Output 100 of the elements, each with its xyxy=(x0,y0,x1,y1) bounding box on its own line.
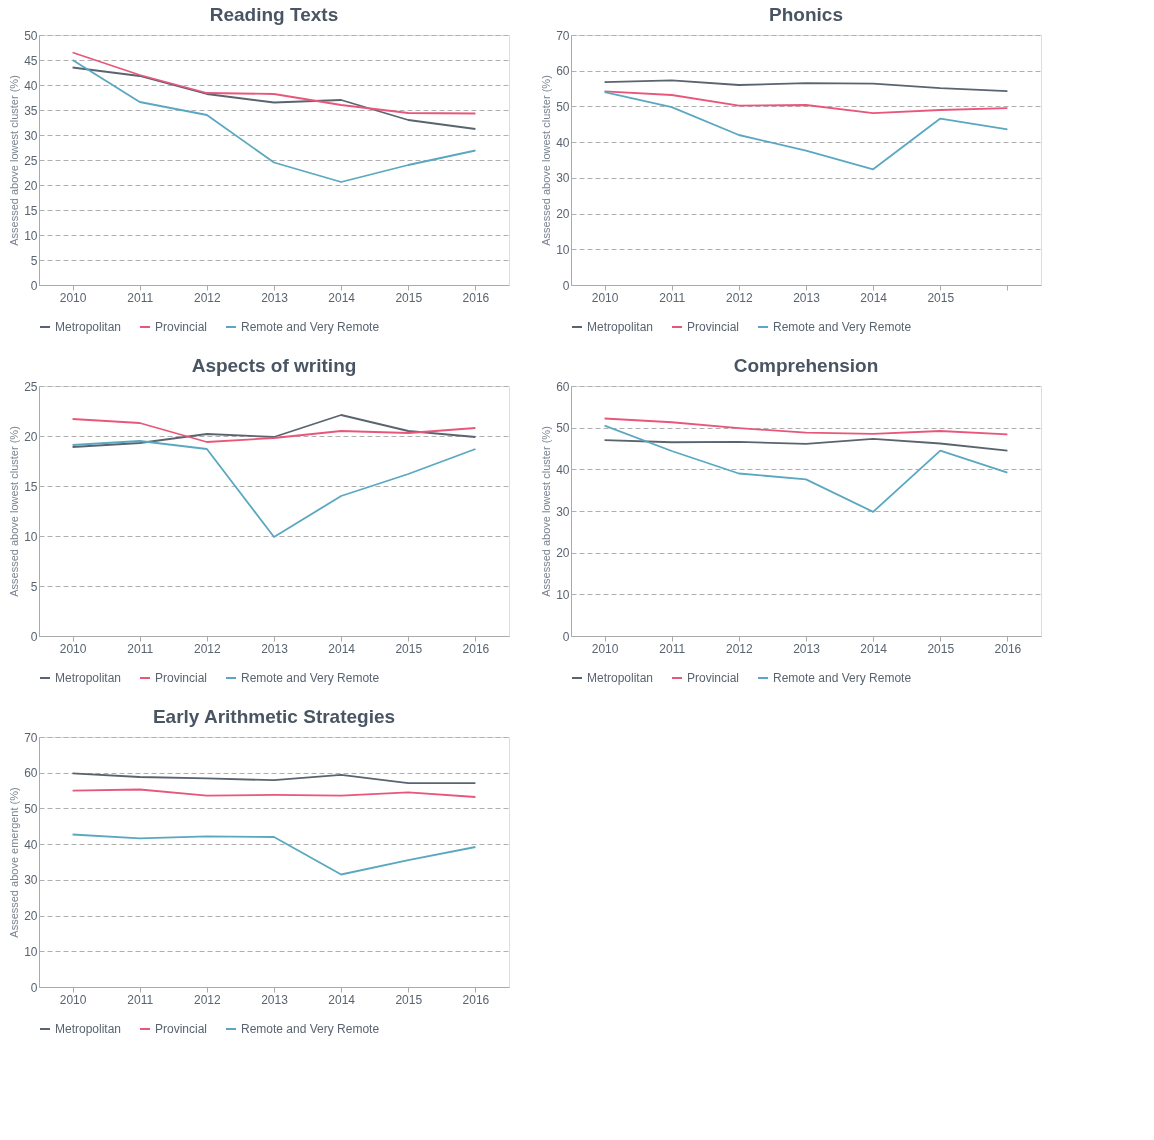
chart-title: Early Arithmetic Strategies xyxy=(152,706,396,727)
y-tick-label: 15 xyxy=(24,479,38,494)
y-tick-label: 30 xyxy=(24,128,38,143)
x-tick-label: 2012 xyxy=(726,290,754,305)
y-tick-label: 50 xyxy=(556,99,570,114)
x-tick-label: 2015 xyxy=(395,641,423,656)
y-tick-label: 60 xyxy=(556,379,570,394)
x-tick-label: 2010 xyxy=(591,641,619,656)
y-tick-label: 15 xyxy=(24,203,38,218)
y-tick-label: 60 xyxy=(24,766,38,781)
legend-label: Provincial xyxy=(687,320,740,334)
y-tick-label: 40 xyxy=(556,135,570,150)
x-tick-label: 2014 xyxy=(328,992,356,1007)
x-tick-label: 2016 xyxy=(462,290,490,305)
legend-label: Remote and Very Remote xyxy=(773,320,912,334)
legend-label: Provincial xyxy=(687,671,740,685)
y-tick-label: 0 xyxy=(562,278,570,293)
legend-label: Remote and Very Remote xyxy=(241,320,380,334)
x-tick-label: 2010 xyxy=(591,290,619,305)
x-tick-label: 2010 xyxy=(59,641,87,656)
x-tick-label: 2011 xyxy=(659,641,686,656)
y-tick-label: 10 xyxy=(24,529,38,544)
y-tick-label: 20 xyxy=(24,429,38,444)
x-tick-label: 2014 xyxy=(860,641,888,656)
y-tick-label: 40 xyxy=(24,78,38,93)
line-series xyxy=(603,91,1009,171)
x-tick-label: 2016 xyxy=(462,641,490,656)
x-tick-label: 2015 xyxy=(927,290,955,305)
legend-label: Provincial xyxy=(155,671,208,685)
y-tick-label: 30 xyxy=(24,873,38,888)
y-tick-label: 25 xyxy=(24,379,38,394)
y-tick-label: 60 xyxy=(556,64,570,79)
y-tick-label: 10 xyxy=(24,228,38,243)
x-tick-label: 2015 xyxy=(395,290,423,305)
y-tick-label: 10 xyxy=(24,944,38,959)
x-tick-label: 2013 xyxy=(793,290,821,305)
line-series xyxy=(603,90,1009,115)
x-tick-label: 2010 xyxy=(59,992,87,1007)
y-tick-label: 40 xyxy=(24,837,38,852)
x-tick-label: 2011 xyxy=(127,290,154,305)
legend-label: Metropolitan xyxy=(55,320,122,334)
y-tick-label: 50 xyxy=(24,801,38,816)
legend-label: Provincial xyxy=(155,1022,208,1036)
x-tick-label: 2015 xyxy=(395,992,423,1007)
chart-title: Reading Texts xyxy=(209,4,339,25)
chart-title: Comprehension xyxy=(733,355,879,376)
legend-label: Metropolitan xyxy=(55,671,122,685)
x-tick-label: 2016 xyxy=(462,992,490,1007)
chart-title: Aspects of writing xyxy=(191,355,357,376)
y-tick-label: 10 xyxy=(556,242,570,257)
y-tick-label: 0 xyxy=(30,278,38,293)
legend-label: Metropolitan xyxy=(587,320,654,334)
y-tick-label: 25 xyxy=(24,153,38,168)
line-series xyxy=(71,440,477,538)
y-tick-label: 35 xyxy=(24,103,38,118)
x-tick-label: 2013 xyxy=(261,992,289,1007)
line-series xyxy=(603,438,1009,452)
y-tick-label: 45 xyxy=(24,53,38,68)
y-tick-label: 70 xyxy=(24,730,38,745)
x-tick-label: 2012 xyxy=(194,290,222,305)
line-series xyxy=(603,417,1009,436)
y-axis-title: Assessed above lowest cluster (%) xyxy=(540,75,553,246)
line-series xyxy=(71,51,477,115)
legend-label: Remote and Very Remote xyxy=(241,671,380,685)
y-tick-label: 20 xyxy=(24,178,38,193)
line-series xyxy=(603,79,1009,92)
legend-label: Remote and Very Remote xyxy=(773,671,912,685)
chart-title: Phonics xyxy=(769,4,843,25)
x-tick-label: 2010 xyxy=(59,290,87,305)
x-tick-label: 2014 xyxy=(328,290,356,305)
y-tick-label: 40 xyxy=(556,462,570,477)
line-series xyxy=(71,788,477,798)
x-tick-label: 2011 xyxy=(127,641,154,656)
y-axis-title: Assessed above lowest cluster (%) xyxy=(8,75,21,246)
y-tick-label: 20 xyxy=(556,207,570,222)
y-tick-label: 70 xyxy=(556,28,570,43)
line-series xyxy=(71,59,477,183)
y-tick-label: 0 xyxy=(562,629,570,644)
x-tick-label: 2013 xyxy=(261,290,289,305)
y-axis-title: Assessed above emergent (%) xyxy=(8,787,21,938)
x-tick-label: 2013 xyxy=(793,641,821,656)
y-axis-title: Assessed above lowest cluster (%) xyxy=(8,426,21,597)
x-tick-label: 2012 xyxy=(726,641,754,656)
legend-label: Remote and Very Remote xyxy=(241,1022,380,1036)
y-tick-label: 5 xyxy=(30,579,38,594)
x-tick-label: 2014 xyxy=(328,641,356,656)
y-axis-title: Assessed above lowest cluster (%) xyxy=(540,426,553,597)
line-series xyxy=(71,833,477,876)
y-tick-label: 0 xyxy=(30,980,38,995)
legend-label: Provincial xyxy=(155,320,208,334)
line-series xyxy=(71,66,477,130)
x-tick-label: 2011 xyxy=(659,290,686,305)
legend-label: Metropolitan xyxy=(587,671,654,685)
y-tick-label: 5 xyxy=(30,253,38,268)
y-tick-label: 30 xyxy=(556,171,570,186)
y-tick-label: 10 xyxy=(556,587,570,602)
y-tick-label: 20 xyxy=(24,909,38,924)
y-tick-label: 30 xyxy=(556,504,570,519)
y-tick-label: 0 xyxy=(30,629,38,644)
x-tick-label: 2015 xyxy=(927,641,955,656)
